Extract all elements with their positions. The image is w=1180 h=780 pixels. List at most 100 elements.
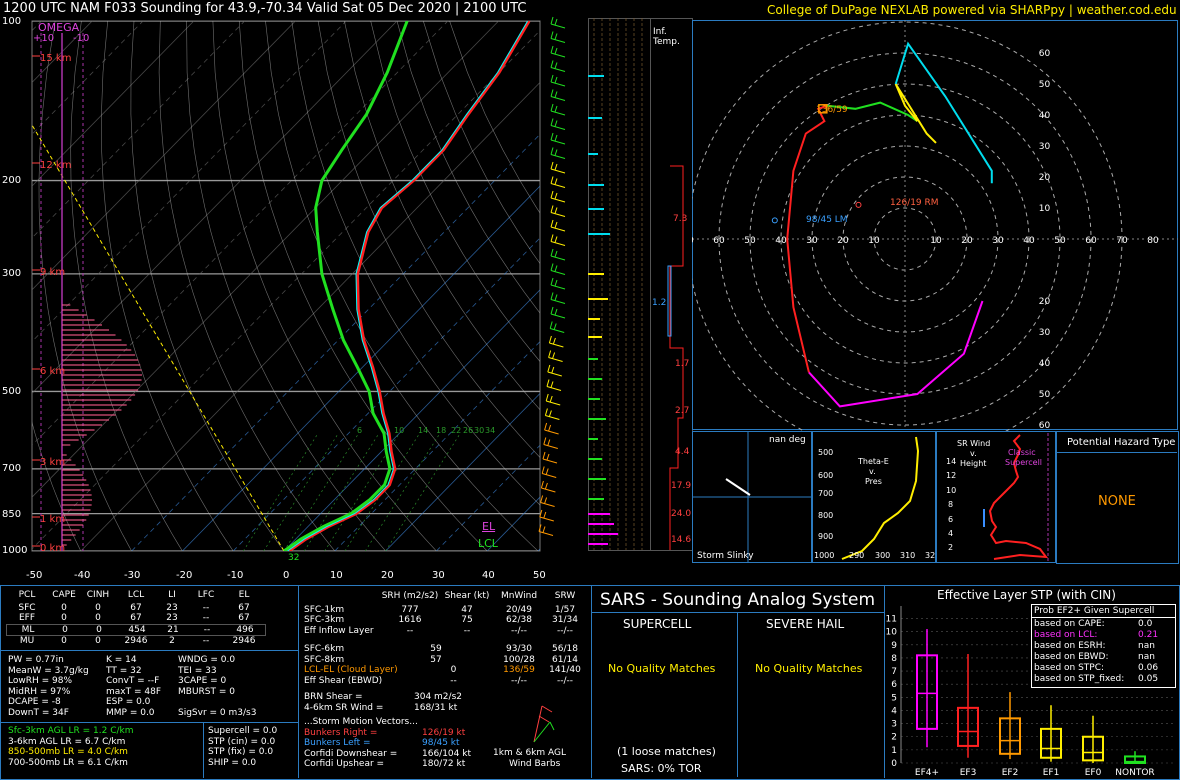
indices-row: LowRH = 98% ConvT = --F 3CAPE = 0 — [8, 676, 227, 686]
wind-barb — [550, 154, 566, 159]
stp-legend-row: based on LCL: 0.21 — [1034, 630, 1159, 640]
wind-barb — [550, 52, 566, 58]
temp-label: 30 — [432, 570, 445, 581]
wind-barb-flag — [544, 497, 548, 504]
inf-temp-value: 4.4 — [675, 447, 690, 457]
divider — [591, 586, 592, 778]
wind-barb — [550, 299, 566, 304]
kinematics-row: SFC-6km 59 93/30 56/18 — [304, 644, 578, 654]
wind-speed-bar — [588, 298, 608, 300]
hazard-title: Potential Hazard Type — [1067, 437, 1176, 448]
hodo-axis-label: 40 — [1039, 111, 1051, 121]
stp-title: Effective Layer STP (with CIN) — [937, 588, 1116, 602]
parcel-cell: 0 — [61, 613, 67, 623]
wind-speed-bar — [588, 378, 602, 380]
wind-speed-bar — [588, 358, 598, 360]
parcel-cell: -- — [202, 613, 210, 623]
inf-temp-value: 24.0 — [671, 509, 692, 519]
divider — [203, 722, 204, 778]
omega-plus: +10 — [33, 33, 55, 44]
sars-loose: (1 loose matches) — [617, 745, 716, 758]
parcel-cell: 2946 — [124, 636, 148, 646]
parcel-cell: 0 — [96, 624, 102, 635]
mixing-ratio-line — [243, 433, 319, 551]
hodo-axis-label: 40 — [1023, 236, 1035, 246]
parcel-row-selected: ML 0 0 454 21 -- 496 — [6, 623, 266, 636]
stp-legend: Prob EF2+ Given Supercell based on CAPE:… — [1031, 604, 1176, 688]
wind-barb — [550, 284, 566, 290]
slinky-title: nan deg — [769, 435, 806, 445]
parcel-cell: 23 — [166, 613, 178, 623]
dry-adiabat — [158, 21, 336, 551]
parcel-cell: ML — [21, 624, 35, 635]
mixing-ratio-line — [324, 433, 400, 551]
wind-barb-flag — [554, 105, 558, 113]
divider — [592, 612, 884, 613]
thetae-xtick: 300 — [875, 551, 891, 560]
wind-barb-flag — [547, 364, 551, 373]
isotherm — [436, 444, 540, 551]
wind-barb-flag — [543, 511, 547, 519]
wind-barb — [544, 429, 559, 435]
thetae-ytick: 1000 — [814, 551, 835, 560]
wind-barb-flag — [554, 149, 558, 156]
indices-table: PW = 0.77in K = 14 WNDG = 0.0 MeanW = 3.7g… — [8, 655, 256, 718]
wind-barb-flag — [554, 207, 558, 214]
page-title: 1200 UTC NAM F033 Sounding for 43.9,-70.… — [3, 1, 527, 16]
isotherm — [385, 392, 540, 551]
kinematics-row: SFC-8km 57 100/28 61/14 — [304, 654, 578, 665]
storm-vector: Corfidi Downshear = 166/104 kt — [304, 748, 471, 759]
parcel-header-row: PCL CAPE CINH LCL LI LFC EL — [6, 590, 266, 601]
wind-barb-flag — [546, 379, 550, 387]
hodo-axis-label: 30 — [992, 236, 1004, 246]
stp-ytick: 11 — [886, 615, 897, 625]
pressure-label: 500 — [2, 386, 22, 397]
mixing-label: 22 — [451, 426, 462, 435]
hodo-axis-label: 50 — [1039, 80, 1051, 90]
wind-barb — [550, 183, 566, 188]
parcel-cell: 67 — [238, 613, 250, 623]
dry-adiabat — [186, 21, 386, 551]
mixing-ratio-line — [283, 433, 359, 551]
parcel-cell: 0 — [61, 602, 67, 613]
temp-label: -50 — [26, 570, 43, 581]
parcel-row: SFC 0 0 67 23 -- 67 — [6, 603, 266, 614]
sfc-temp-label: 32 — [288, 553, 300, 563]
parcel-cell: 2946 — [232, 636, 256, 646]
srwind-title: SR Wind — [957, 439, 991, 448]
wind-speed-bar — [588, 233, 610, 235]
barb-label: 1km & 6km AGL — [493, 748, 566, 758]
thetae-xtick: 32 — [925, 551, 936, 560]
wind-barb-flag — [553, 323, 557, 330]
wind-barb-flag — [554, 294, 558, 301]
isotherm — [32, 21, 449, 446]
temp-label: -10 — [227, 570, 244, 581]
srwind-title: Height — [960, 459, 987, 468]
inf-temp-value: 1.7 — [675, 359, 690, 369]
composite-index: STP (cin) = 0.0 — [208, 736, 276, 747]
kinematics-row: SFC-3km 1616 75 62/38 31/34 — [304, 615, 578, 625]
divider — [0, 650, 298, 651]
sars-tor: SARS: 0% TOR — [621, 762, 702, 775]
wind-barb-flag — [547, 439, 551, 446]
inf-temp-title: Inf. Temp. — [653, 27, 680, 47]
wind-barb — [538, 531, 554, 536]
indices-row: MidRH = 97% maxT = 48F MBURST = 0 — [8, 686, 235, 697]
stp-legend-row: based on STPC: 0.06 — [1034, 663, 1159, 673]
barb-icon — [533, 705, 555, 743]
temp-label: 0 — [283, 570, 290, 581]
temp-label: -40 — [74, 570, 91, 581]
indices-row: DownT = 34F MMP = 0.0 SigSvr = 0 m3/s3 — [8, 707, 257, 718]
wind-barb — [550, 96, 566, 101]
wind-barb-flag — [554, 265, 558, 272]
wind-barb-flag — [550, 234, 554, 242]
parcel-cell: 21 — [167, 624, 179, 635]
parcel-cell: 67 — [130, 613, 142, 623]
parcel-cell: SFC — [18, 602, 36, 613]
stp-ytick: 2 — [891, 733, 897, 743]
hodo-axis-label: 40 — [1039, 359, 1051, 369]
wind-barb-flag — [554, 163, 558, 171]
hodo-annotation: 98/45 LM — [806, 215, 848, 225]
wind-barb-flag — [550, 31, 554, 39]
hodo-axis-label: 20 — [1039, 173, 1051, 183]
